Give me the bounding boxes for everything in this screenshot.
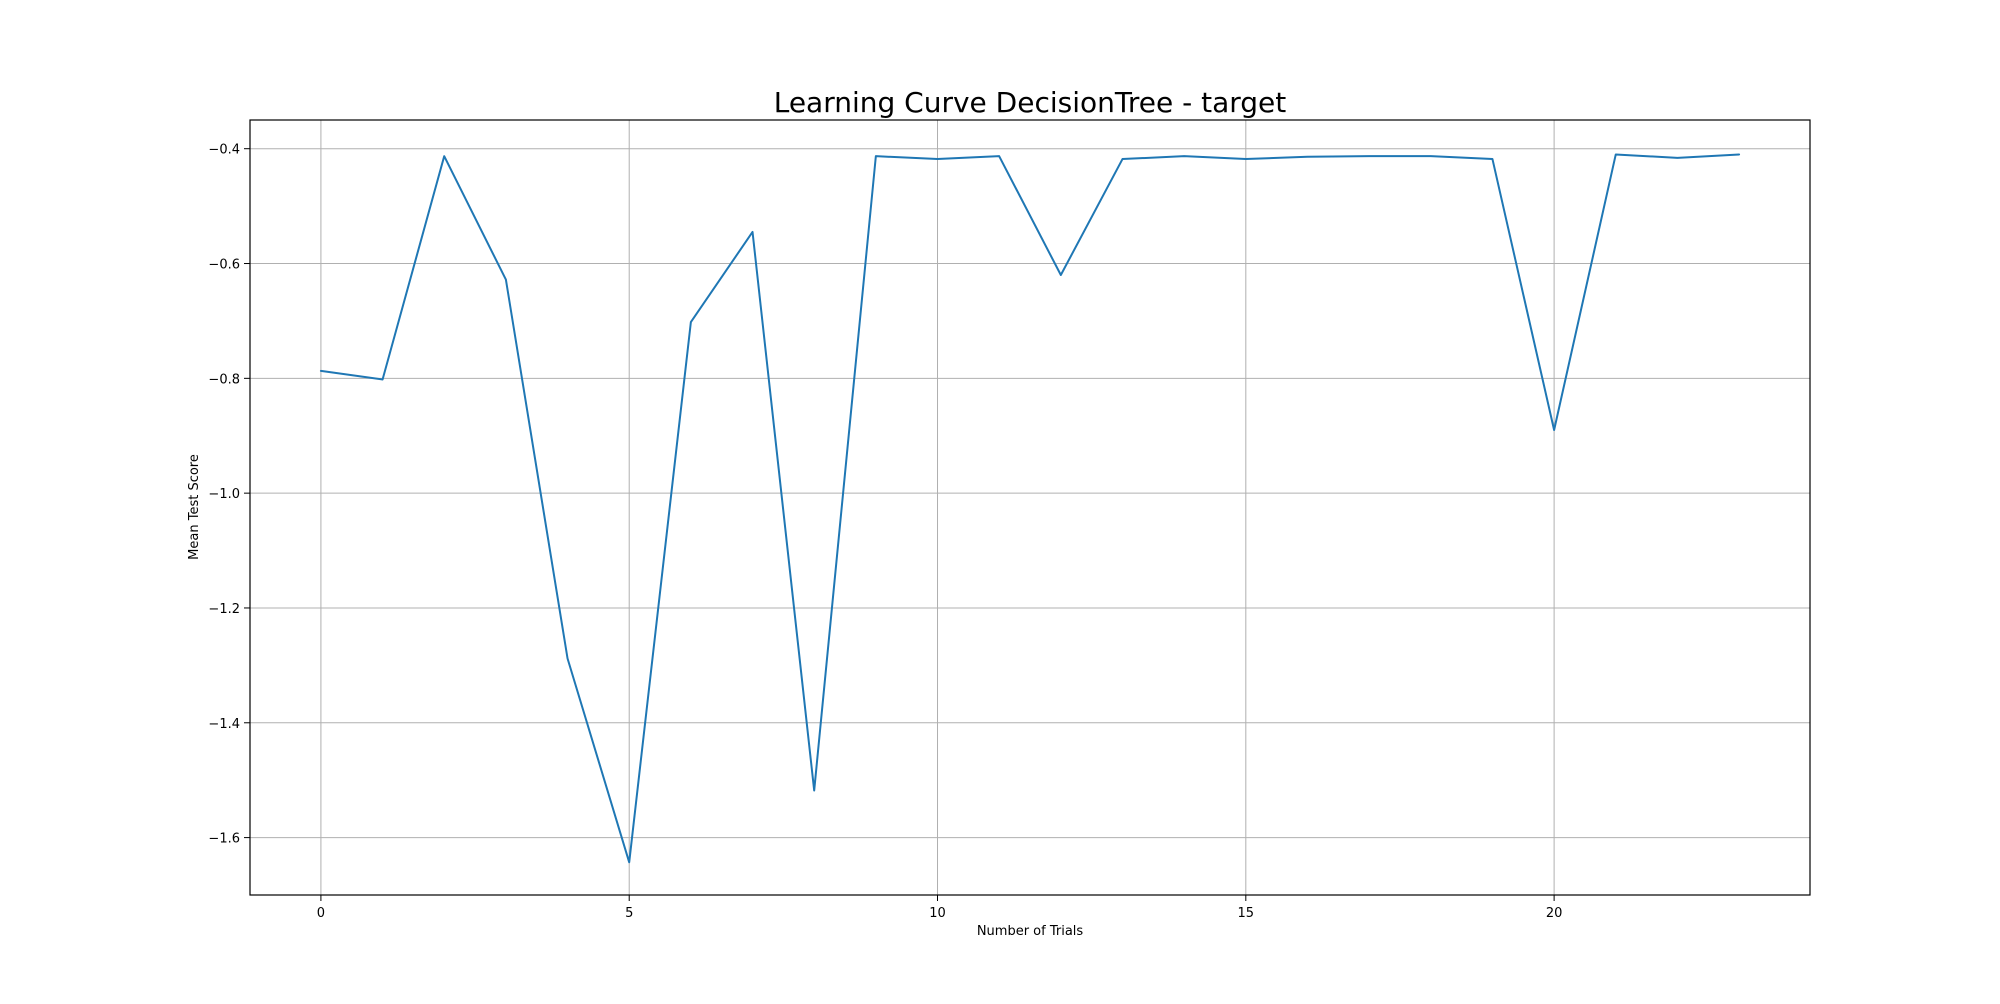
x-tick-label: 5 (625, 906, 633, 921)
x-tick-label: 0 (317, 906, 325, 921)
y-tick-label: −1.0 (208, 487, 240, 502)
y-tick-label: −1.2 (208, 602, 240, 617)
axis-ticks: 0 5 10 15 20 −1.6 −1.4 −1.2 −1.0 −0.8 −0.6 −0.4 (208, 143, 1562, 921)
x-tick-label: 15 (1238, 906, 1255, 921)
y-axis-label: Mean Test Score (187, 454, 202, 560)
chart-title: Learning Curve DecisionTree - target (774, 86, 1287, 119)
x-tick-label: 20 (1546, 906, 1563, 921)
x-tick-label: 10 (929, 906, 946, 921)
y-tick-label: −1.6 (208, 832, 240, 847)
y-tick-label: −0.8 (208, 372, 240, 387)
grid (250, 120, 1810, 895)
series-line-0 (319, 153, 1741, 864)
x-axis-label: Number of Trials (977, 924, 1084, 939)
series-layer (319, 153, 1741, 864)
y-tick-label: −0.6 (208, 258, 240, 273)
y-tick-label: −1.4 (208, 717, 240, 732)
plot-frame (249, 119, 1811, 896)
y-tick-label: −0.4 (208, 143, 240, 158)
